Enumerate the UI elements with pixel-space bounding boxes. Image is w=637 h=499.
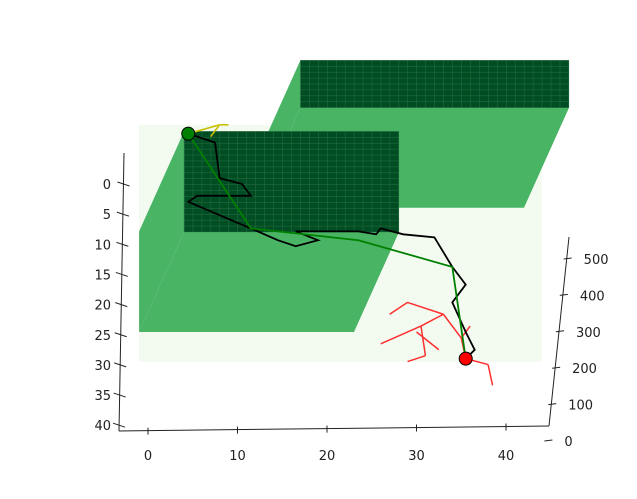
y-tick-label: 10 xyxy=(94,238,111,253)
y-tick-mark xyxy=(115,302,128,308)
goal-tree-edge xyxy=(380,325,422,345)
axis-layer: 0 10 20 30 400510152025303540010020030040050… xyxy=(94,152,609,464)
y-tick-label: 30 xyxy=(94,359,111,374)
obstacle-2 xyxy=(139,131,400,332)
obstacle-front-face xyxy=(139,232,399,332)
y-tick-label: 35 xyxy=(94,389,111,404)
y-tick-mark xyxy=(115,271,128,277)
x-tick-label: 20 xyxy=(319,449,336,464)
explored-path-line xyxy=(186,132,476,360)
y-tick-mark xyxy=(114,332,127,338)
z-tick-label: 0 xyxy=(564,435,572,450)
y-tick-mark xyxy=(113,392,126,398)
goal-tree-edge xyxy=(442,313,462,339)
y-tick-label: 5 xyxy=(103,208,111,223)
y-tick-label: 20 xyxy=(94,299,111,314)
y-tick-label: 0 xyxy=(103,178,111,193)
z-tick-mark xyxy=(559,293,568,296)
planned-path-line xyxy=(187,133,467,359)
y-tick-mark xyxy=(116,211,130,217)
obstacle-layer xyxy=(139,60,570,332)
y-tick-mark xyxy=(117,181,130,187)
start-marker xyxy=(181,126,196,141)
goal-tree-edge xyxy=(407,301,444,315)
y-tick-mark xyxy=(116,241,129,247)
y-tick-label: 40 xyxy=(94,419,111,434)
z-tick-label: 500 xyxy=(584,253,609,268)
x-tick-label: 0 xyxy=(144,449,152,464)
z-tick-label: 300 xyxy=(576,326,601,341)
z-tick-mark xyxy=(548,403,557,406)
z-tick-label: 400 xyxy=(580,289,605,304)
marker-layer xyxy=(181,126,473,366)
y-axis-line xyxy=(118,152,125,432)
y-tick-mark xyxy=(112,422,126,428)
x-tick-label: 30 xyxy=(408,449,425,464)
z-tick-mark xyxy=(552,366,561,369)
goal-marker xyxy=(458,351,473,366)
obstacle-left-face xyxy=(139,131,185,332)
x-axis-line xyxy=(118,425,550,432)
goal-tree-edge xyxy=(416,331,440,351)
y-tick-label: 15 xyxy=(94,268,111,283)
y-tick-label: 25 xyxy=(94,329,111,344)
y-tick-mark xyxy=(114,362,127,368)
z-tick-label: 200 xyxy=(572,362,597,377)
z-tick-mark xyxy=(544,439,553,442)
path-layer xyxy=(186,124,494,386)
goal-tree-edge xyxy=(420,313,444,327)
x-tick-label: 10 xyxy=(229,449,246,464)
goal-tree-edge xyxy=(407,354,426,363)
start-tree-edge xyxy=(210,124,221,138)
goal-tree-edge xyxy=(487,364,494,386)
goal-tree-edge xyxy=(420,325,427,356)
goal-tree-edge xyxy=(389,301,408,315)
x-tick-label: 40 xyxy=(498,449,515,464)
z-tick-label: 100 xyxy=(568,399,593,414)
obstacle-top-grid xyxy=(300,60,570,108)
z-tick-mark xyxy=(563,257,572,260)
z-tick-mark xyxy=(555,330,565,333)
